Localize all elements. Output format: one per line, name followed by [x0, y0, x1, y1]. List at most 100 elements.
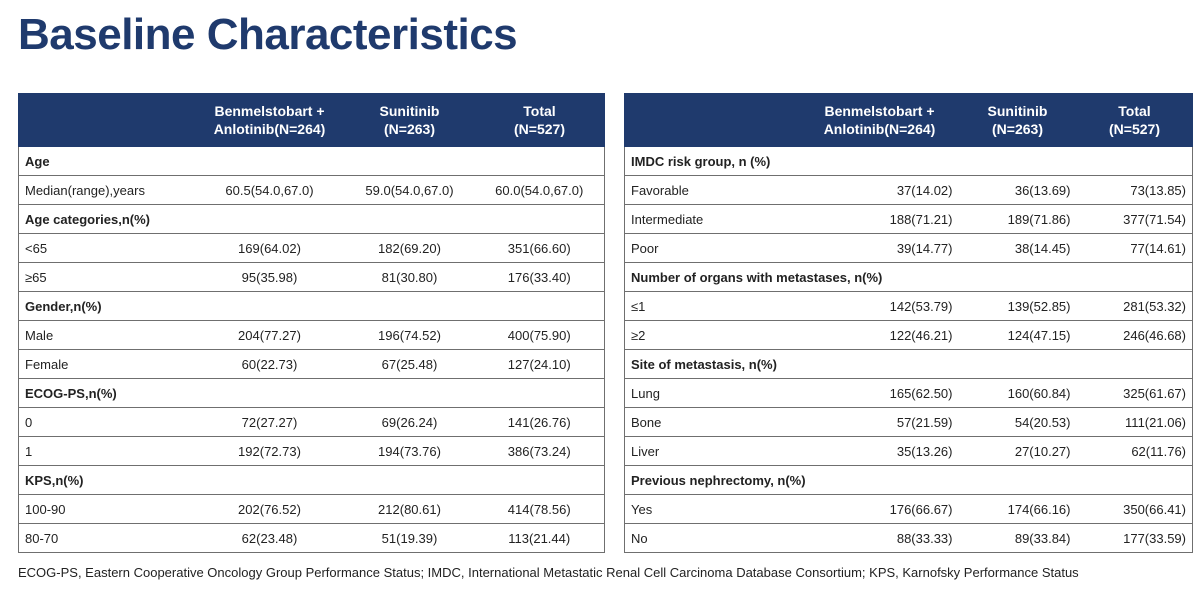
- table-header-row: Benmelstobart + Anlotinib(N=264) Sunitini…: [624, 93, 1193, 147]
- row-label: Favorable: [624, 175, 801, 205]
- value-cell: 60.0(54.0,67.0): [474, 175, 605, 205]
- section-label: Age: [18, 146, 605, 176]
- row-label: ≤1: [624, 291, 801, 321]
- value-cell: 188(71.21): [800, 204, 959, 234]
- row-label: ≥2: [624, 320, 801, 350]
- value-cell: 325(61.67): [1076, 378, 1193, 408]
- value-cell: 350(66.41): [1076, 494, 1193, 524]
- value-cell: 81(30.80): [344, 262, 475, 292]
- header-cell-label: [18, 93, 195, 147]
- value-cell: 77(14.61): [1076, 233, 1193, 263]
- value-cell: 204(77.27): [194, 320, 345, 350]
- value-cell: 67(25.48): [344, 349, 475, 379]
- section-label: ECOG-PS,n(%): [18, 378, 605, 408]
- value-cell: 160(60.84): [958, 378, 1077, 408]
- section-row: Number of organs with metastases, n(%): [624, 262, 1193, 292]
- table-row: Male 204(77.27) 196(74.52) 400(75.90): [18, 320, 605, 350]
- value-cell: 212(80.61): [344, 494, 475, 524]
- table-row: Liver 35(13.26) 27(10.27) 62(11.76): [624, 436, 1193, 466]
- value-cell: 182(69.20): [344, 233, 475, 263]
- value-cell: 122(46.21): [800, 320, 959, 350]
- table-row: Lung 165(62.50) 160(60.84) 325(61.67): [624, 378, 1193, 408]
- value-cell: 59.0(54.0,67.0): [344, 175, 475, 205]
- table-row: ≥65 95(35.98) 81(30.80) 176(33.40): [18, 262, 605, 292]
- table-row: ≥2 122(46.21) 124(47.15) 246(46.68): [624, 320, 1193, 350]
- value-cell: 124(47.15): [958, 320, 1077, 350]
- value-cell: 196(74.52): [344, 320, 475, 350]
- baseline-table-right: Benmelstobart + Anlotinib(N=264) Sunitini…: [624, 93, 1193, 553]
- row-label: Median(range),years: [18, 175, 195, 205]
- header-cell-group: Total (N=527): [1076, 93, 1193, 147]
- table-row: 100-90 202(76.52) 212(80.61) 414(78.56): [18, 494, 605, 524]
- row-label: Yes: [624, 494, 801, 524]
- section-row: Age: [18, 146, 605, 176]
- header-cell-group: Sunitinib (N=263): [958, 93, 1077, 147]
- value-cell: 165(62.50): [800, 378, 959, 408]
- section-row: Gender,n(%): [18, 291, 605, 321]
- row-label: Bone: [624, 407, 801, 437]
- table-row: Poor 39(14.77) 38(14.45) 77(14.61): [624, 233, 1193, 263]
- row-label: 80-70: [18, 523, 195, 553]
- row-label: Lung: [624, 378, 801, 408]
- table-row: Female 60(22.73) 67(25.48) 127(24.10): [18, 349, 605, 379]
- value-cell: 89(33.84): [958, 523, 1077, 553]
- section-label: Age categories,n(%): [18, 204, 605, 234]
- value-cell: 69(26.24): [344, 407, 475, 437]
- table-header-row: Benmelstobart + Anlotinib(N=264) Sunitini…: [18, 93, 605, 147]
- section-label: Number of organs with metastases, n(%): [624, 262, 1193, 292]
- row-label: Intermediate: [624, 204, 801, 234]
- table-row: Favorable 37(14.02) 36(13.69) 73(13.85): [624, 175, 1193, 205]
- section-row: ECOG-PS,n(%): [18, 378, 605, 408]
- table-row: <65 169(64.02) 182(69.20) 351(66.60): [18, 233, 605, 263]
- value-cell: 192(72.73): [194, 436, 345, 466]
- value-cell: 57(21.59): [800, 407, 959, 437]
- table-row: 1 192(72.73) 194(73.76) 386(73.24): [18, 436, 605, 466]
- value-cell: 113(21.44): [474, 523, 605, 553]
- row-label: 1: [18, 436, 195, 466]
- header-cell-group: Total (N=527): [474, 93, 605, 147]
- row-label: Liver: [624, 436, 801, 466]
- row-label: Male: [18, 320, 195, 350]
- row-label: Female: [18, 349, 195, 379]
- table-row: 0 72(27.27) 69(26.24) 141(26.76): [18, 407, 605, 437]
- table-row: Median(range),years 60.5(54.0,67.0) 59.0(5…: [18, 175, 605, 205]
- section-label: IMDC risk group, n (%): [624, 146, 1193, 176]
- value-cell: 141(26.76): [474, 407, 605, 437]
- table-row: 80-70 62(23.48) 51(19.39) 113(21.44): [18, 523, 605, 553]
- header-cell-label: [624, 93, 801, 147]
- value-cell: 111(21.06): [1076, 407, 1193, 437]
- value-cell: 51(19.39): [344, 523, 475, 553]
- section-label: Previous nephrectomy, n(%): [624, 465, 1193, 495]
- value-cell: 27(10.27): [958, 436, 1077, 466]
- value-cell: 142(53.79): [800, 291, 959, 321]
- row-label: Poor: [624, 233, 801, 263]
- value-cell: 127(24.10): [474, 349, 605, 379]
- value-cell: 73(13.85): [1076, 175, 1193, 205]
- table-row: Yes 176(66.67) 174(66.16) 350(66.41): [624, 494, 1193, 524]
- baseline-table-left: Benmelstobart + Anlotinib(N=264) Sunitini…: [18, 93, 605, 553]
- value-cell: 177(33.59): [1076, 523, 1193, 553]
- value-cell: 377(71.54): [1076, 204, 1193, 234]
- value-cell: 60(22.73): [194, 349, 345, 379]
- value-cell: 202(76.52): [194, 494, 345, 524]
- page-title: Baseline Characteristics: [18, 10, 518, 59]
- value-cell: 174(66.16): [958, 494, 1077, 524]
- value-cell: 194(73.76): [344, 436, 475, 466]
- value-cell: 95(35.98): [194, 262, 345, 292]
- section-label: KPS,n(%): [18, 465, 605, 495]
- value-cell: 37(14.02): [800, 175, 959, 205]
- footnote: ECOG-PS, Eastern Cooperative Oncology Gr…: [18, 565, 1079, 580]
- value-cell: 62(23.48): [194, 523, 345, 553]
- value-cell: 386(73.24): [474, 436, 605, 466]
- section-row: IMDC risk group, n (%): [624, 146, 1193, 176]
- row-label: <65: [18, 233, 195, 263]
- value-cell: 414(78.56): [474, 494, 605, 524]
- section-row: KPS,n(%): [18, 465, 605, 495]
- section-label: Gender,n(%): [18, 291, 605, 321]
- row-label: 100-90: [18, 494, 195, 524]
- value-cell: 36(13.69): [958, 175, 1077, 205]
- value-cell: 169(64.02): [194, 233, 345, 263]
- header-cell-group: Sunitinib (N=263): [344, 93, 475, 147]
- value-cell: 351(66.60): [474, 233, 605, 263]
- table-row: Intermediate 188(71.21) 189(71.86) 377(71.5…: [624, 204, 1193, 234]
